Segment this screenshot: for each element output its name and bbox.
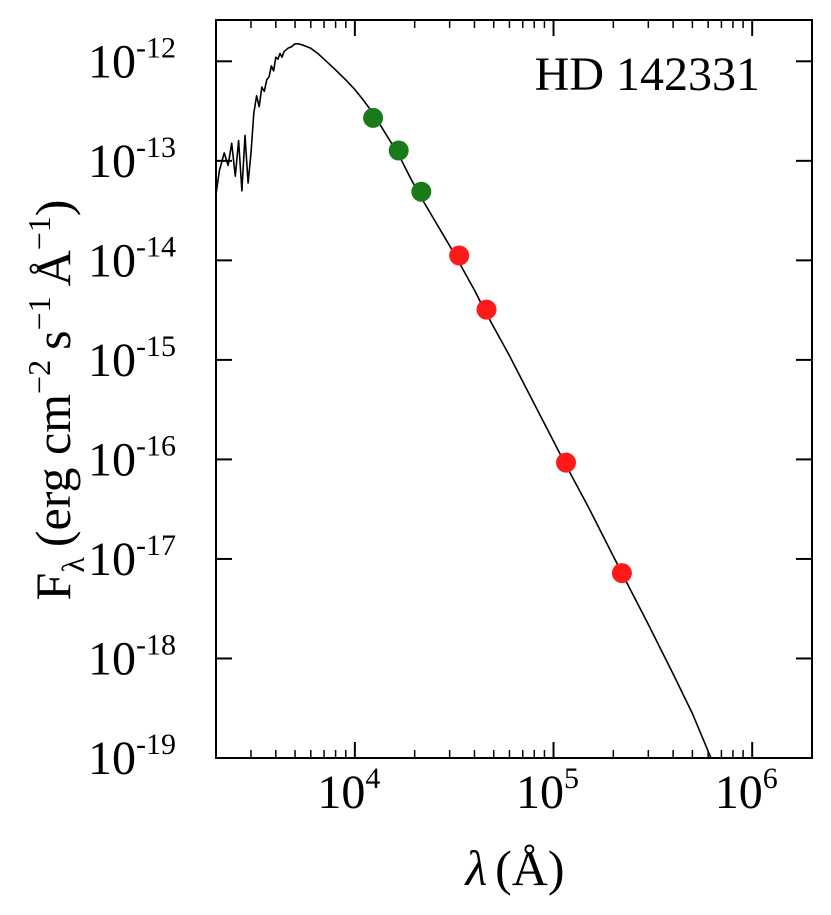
photometry-point [476,299,497,320]
y-tick-label: 10-18 [88,628,176,685]
y-axis-sub: λ [55,557,91,573]
y-axis-exp2: −1 [21,296,57,330]
photometry-point [556,452,576,473]
x-tick-label: 106 [715,762,778,819]
y-tick-label: 10-13 [88,131,176,188]
y-tick-label: 10-16 [88,429,176,486]
axes-frame [215,19,813,759]
y-axis-exp3: −1 [21,216,57,250]
x-axis-title: λ (Å) [463,840,564,896]
photometry-point [449,245,470,266]
y-axis-s: s [25,330,81,349]
y-tick-label: 10-15 [88,330,176,387]
x-axis-unit: (Å) [495,840,564,896]
chart-title: HD 142331 [535,48,760,101]
x-tick-label: 105 [516,762,579,819]
photometry-point [611,563,632,584]
y-axis-exp1: −2 [21,360,57,394]
x-tick-label: 104 [317,762,380,819]
y-tick-label: 10-14 [88,230,176,287]
y-axis-F: F [25,573,81,601]
y-axis-close: ) [25,200,81,217]
y-tick-label: 10-12 [88,31,176,88]
y-tick-label: 10-17 [88,529,176,586]
y-axis-open: (erg cm [25,394,81,547]
photometry-point [363,107,384,128]
plot-frame [215,19,813,759]
photometry-point [411,181,432,202]
photometry-point [388,140,409,161]
y-axis-title: Fλ(erg cm−2s−1Å−1) [21,200,91,601]
x-axis-symbol: λ [463,840,487,896]
y-tick-label: 10-19 [88,728,176,785]
model-sed-line [216,43,712,758]
tick-marks: 104 105 106 10-12 10-13 10-14 10-15 10-16 10-17 1… [88,20,812,819]
y-axis-A: Å [25,250,81,286]
plot-area [216,43,712,758]
